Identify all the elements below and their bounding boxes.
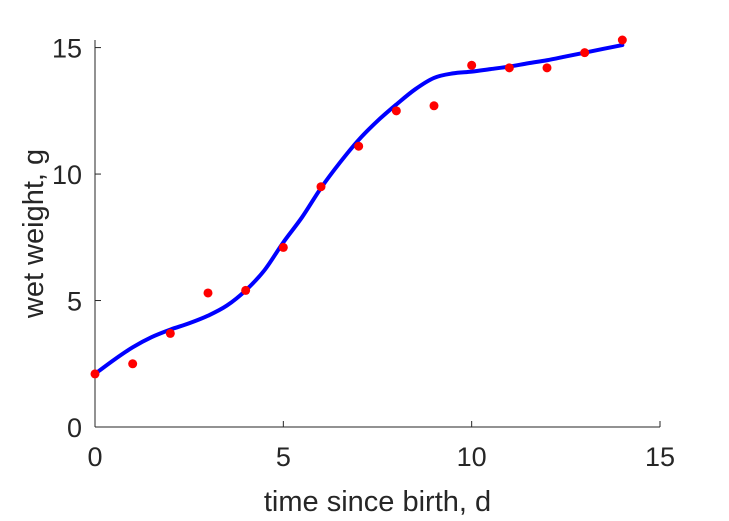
y-tick-label: 15 <box>52 34 82 64</box>
data-point <box>90 369 100 379</box>
data-point <box>203 288 213 298</box>
series-layer <box>90 35 627 379</box>
data-point <box>241 285 251 295</box>
data-point <box>617 35 627 45</box>
data-point <box>429 101 439 111</box>
data-point <box>580 48 590 58</box>
x-tick-label: 5 <box>276 442 291 472</box>
y-tick-label: 0 <box>67 413 82 443</box>
x-tick-label: 10 <box>457 442 487 472</box>
y-ticks: 0 5 10 15 <box>52 34 101 443</box>
data-point <box>354 141 364 151</box>
y-tick-label: 10 <box>52 160 82 190</box>
y-axis-label: wet weight, g <box>18 149 50 319</box>
x-ticks: 0 5 10 15 <box>87 421 675 472</box>
x-tick-label: 0 <box>87 442 102 472</box>
x-axis-label: time since birth, d <box>264 486 491 518</box>
axes <box>94 40 660 428</box>
data-point <box>278 242 288 252</box>
x-tick-label: 15 <box>645 442 675 472</box>
y-tick-label: 5 <box>67 287 82 317</box>
fit-line <box>93 43 625 376</box>
data-point <box>467 60 477 70</box>
data-point <box>316 182 326 192</box>
data-point <box>391 106 401 116</box>
data-point <box>165 328 175 338</box>
data-point <box>504 63 514 73</box>
data-point <box>128 359 138 369</box>
data-point <box>542 63 552 73</box>
